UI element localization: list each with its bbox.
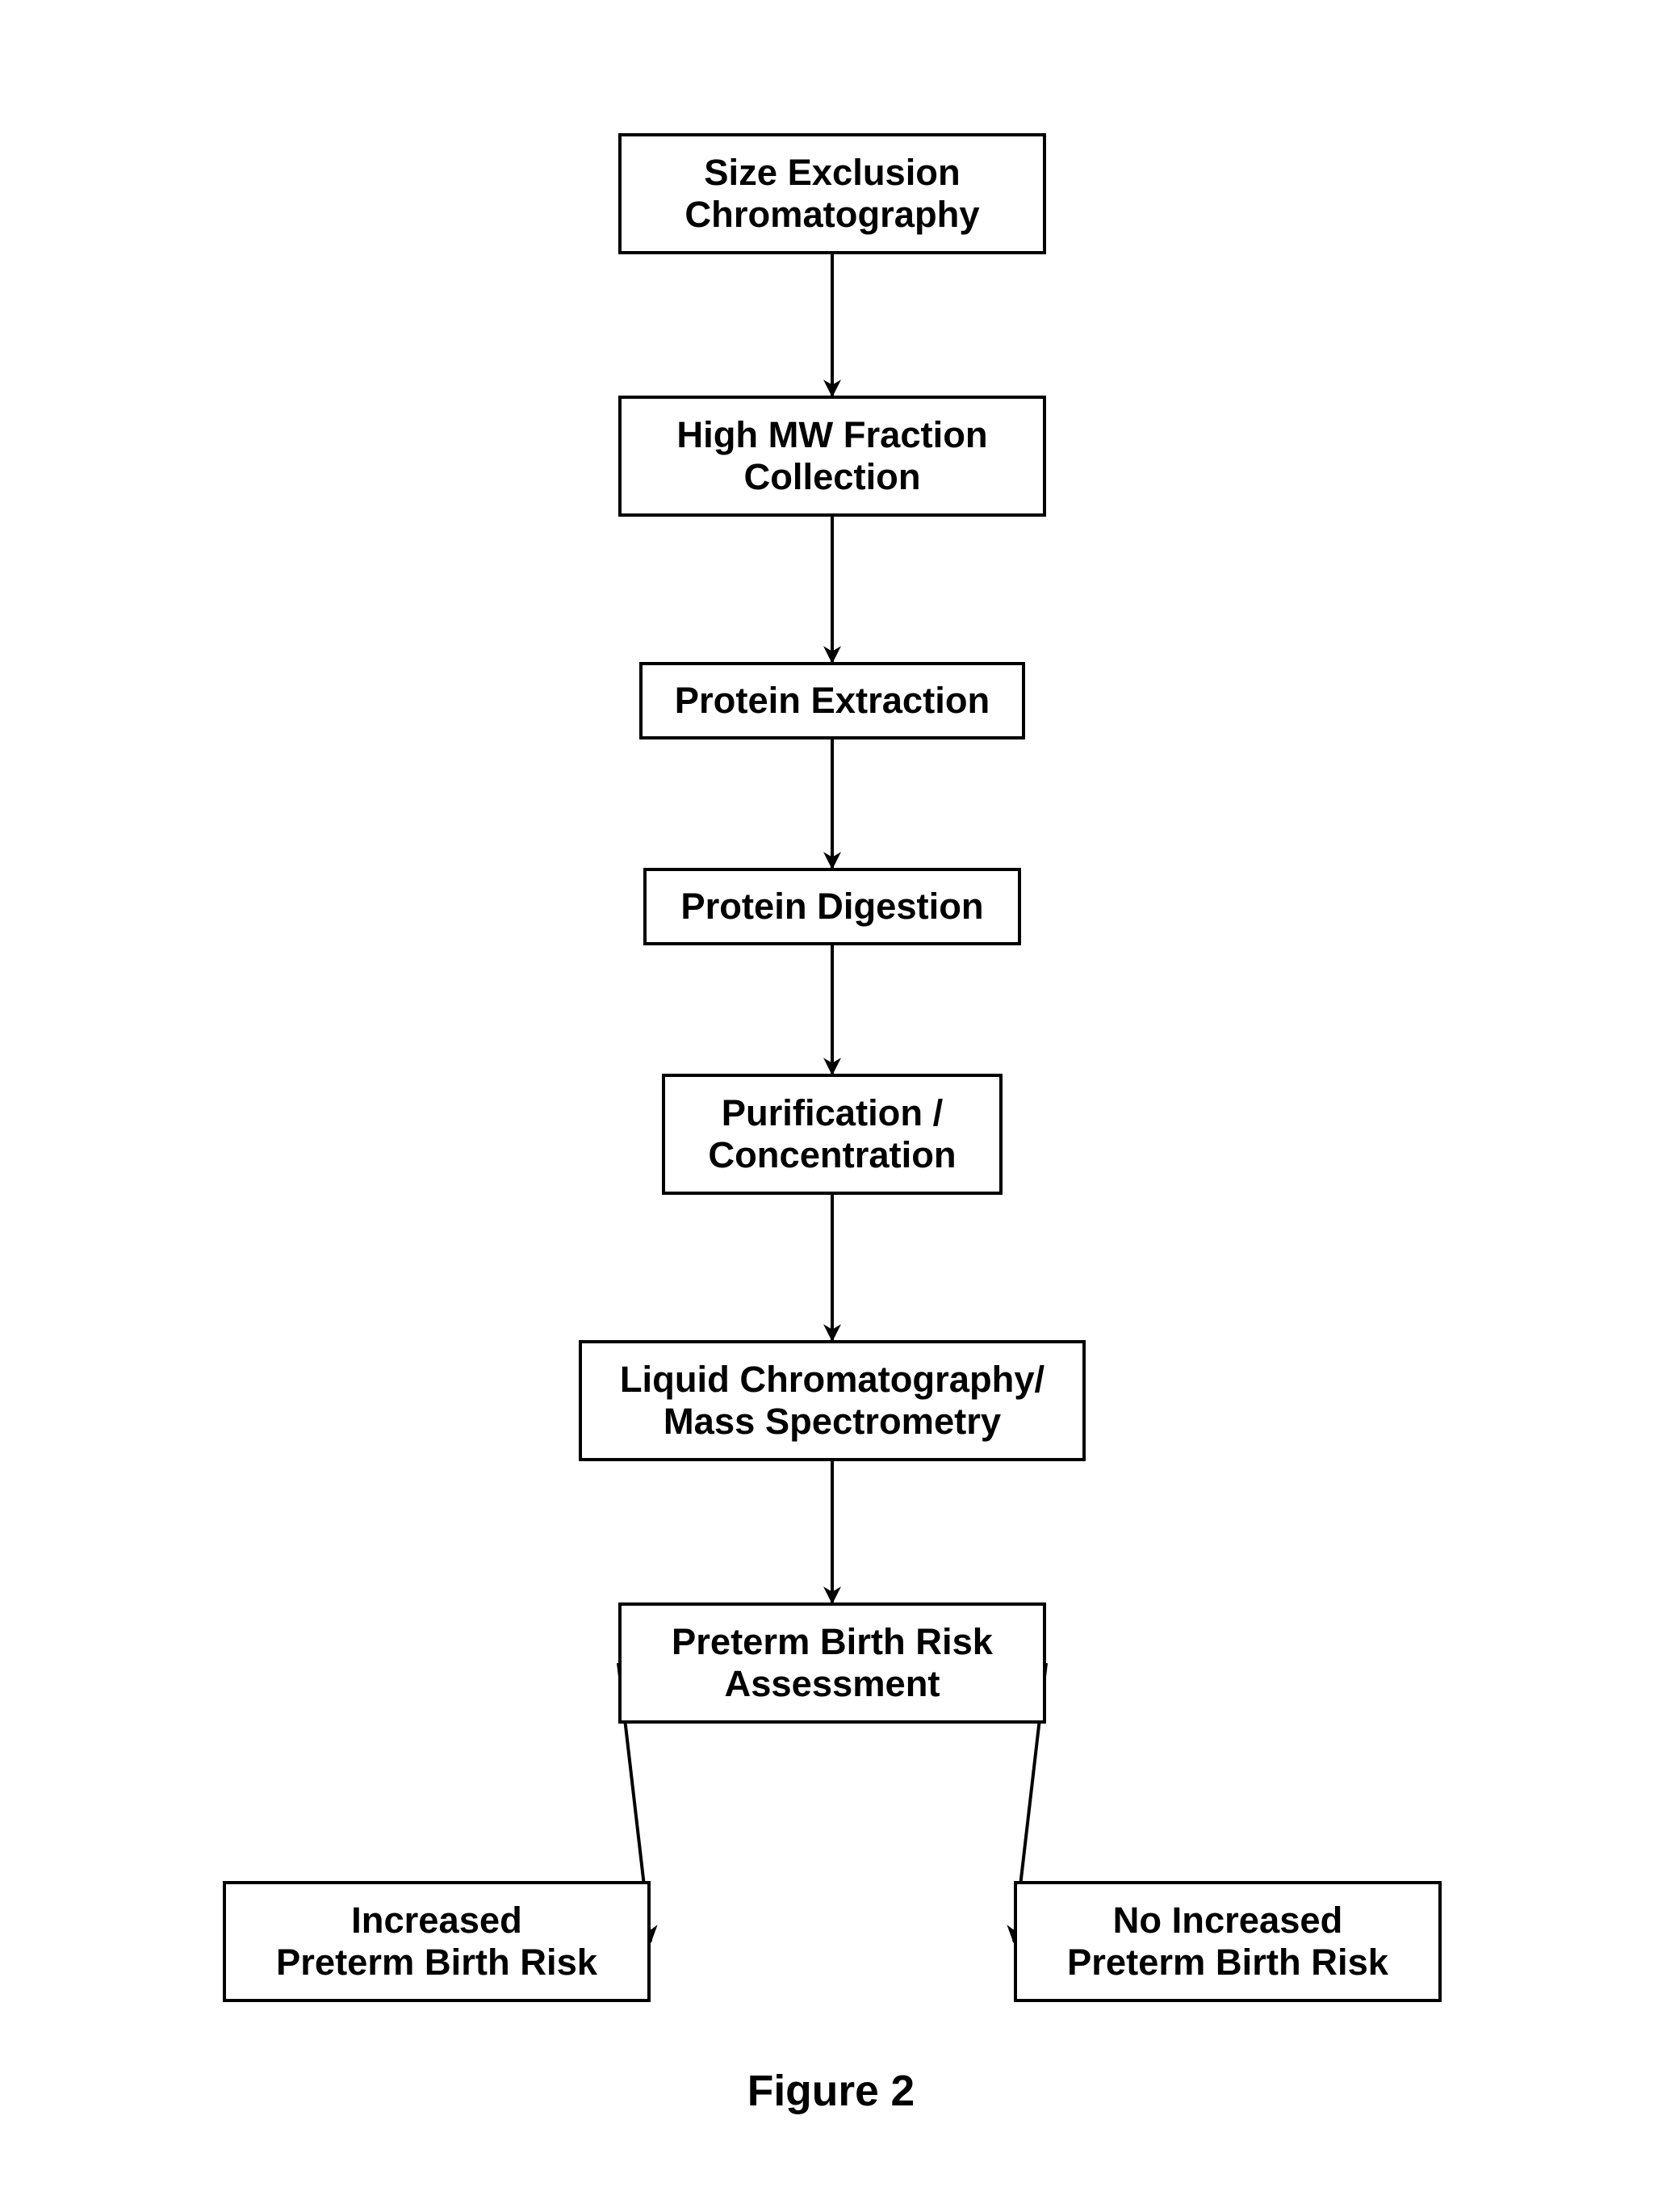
flowchart-node-label: Size Exclusion Chromatography bbox=[684, 152, 979, 236]
flowchart-node-n2: High MW Fraction Collection bbox=[618, 396, 1046, 517]
flowchart-node-n7: Preterm Birth Risk Assessment bbox=[618, 1602, 1046, 1724]
flowchart-node-label: No Increased Preterm Birth Risk bbox=[1067, 1900, 1388, 1984]
flowchart-canvas: Size Exclusion Chromatography High MW Fra… bbox=[0, 0, 1662, 2212]
flowchart-node-label: Purification / Concentration bbox=[708, 1092, 956, 1176]
flowchart-node-label: High MW Fraction Collection bbox=[676, 414, 987, 498]
flowchart-node-n1: Size Exclusion Chromatography bbox=[618, 133, 1046, 254]
flowchart-node-label: Protein Digestion bbox=[680, 886, 983, 928]
flowchart-node-n3: Protein Extraction bbox=[639, 662, 1025, 739]
flowchart-node-n9: No Increased Preterm Birth Risk bbox=[1014, 1881, 1442, 2002]
flowchart-node-n4: Protein Digestion bbox=[643, 868, 1021, 945]
flowchart-node-label: Protein Extraction bbox=[675, 680, 990, 722]
flowchart-node-n8: Increased Preterm Birth Risk bbox=[223, 1881, 651, 2002]
flowchart-node-label: Increased Preterm Birth Risk bbox=[276, 1900, 597, 1984]
flowchart-node-n6: Liquid Chromatography/ Mass Spectrometry bbox=[579, 1340, 1086, 1461]
flowchart-node-label: Preterm Birth Risk Assessment bbox=[672, 1621, 993, 1705]
figure-caption: Figure 2 bbox=[0, 2067, 1662, 2116]
flowchart-node-n5: Purification / Concentration bbox=[662, 1074, 1003, 1195]
flowchart-node-label: Liquid Chromatography/ Mass Spectrometry bbox=[620, 1359, 1045, 1443]
